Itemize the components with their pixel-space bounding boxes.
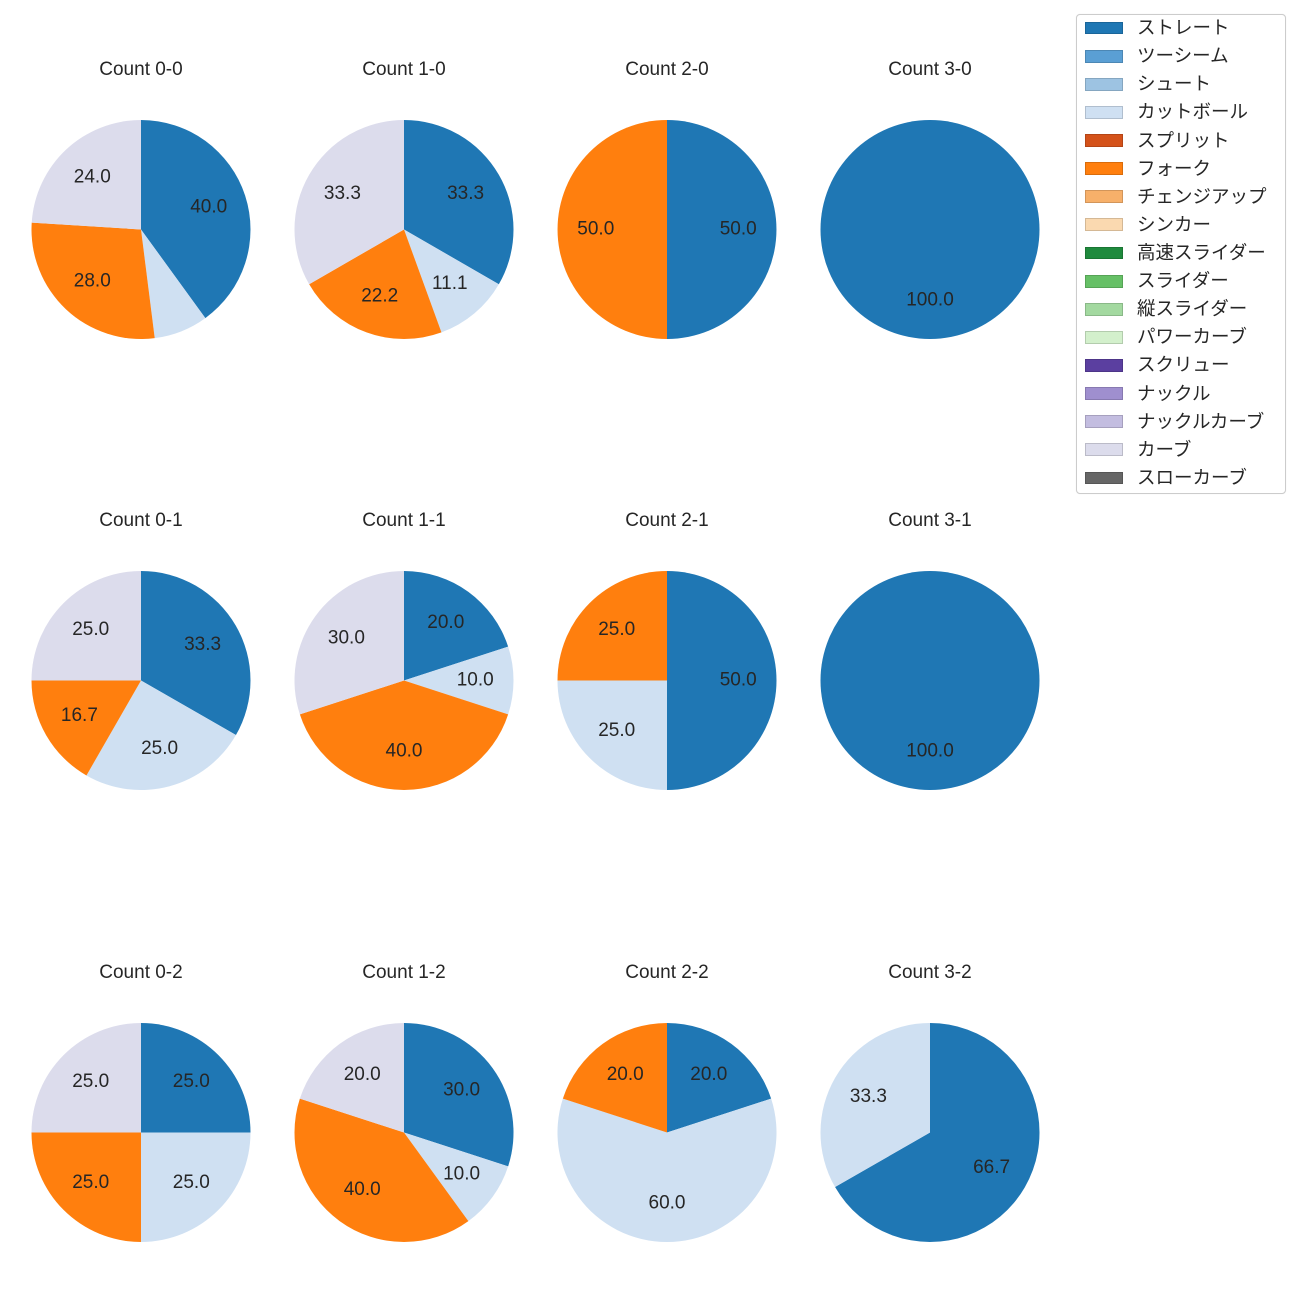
svg-text:20.0: 20.0 <box>690 1064 727 1085</box>
svg-text:25.0: 25.0 <box>598 720 635 741</box>
svg-text:Count 0-1: Count 0-1 <box>99 510 182 531</box>
svg-text:33.3: 33.3 <box>850 1086 887 1107</box>
svg-text:100.0: 100.0 <box>906 290 954 311</box>
svg-text:Count 1-2: Count 1-2 <box>362 962 445 983</box>
svg-text:25.0: 25.0 <box>72 1172 109 1193</box>
svg-text:Count 1-0: Count 1-0 <box>362 59 445 80</box>
svg-text:25.0: 25.0 <box>72 619 109 640</box>
svg-text:Count 0-0: Count 0-0 <box>99 59 182 80</box>
svg-text:Count 3-2: Count 3-2 <box>888 962 971 983</box>
svg-text:Count 2-1: Count 2-1 <box>625 510 708 531</box>
svg-text:30.0: 30.0 <box>328 628 365 649</box>
svg-text:20.0: 20.0 <box>344 1064 381 1085</box>
svg-text:50.0: 50.0 <box>720 670 757 691</box>
svg-text:22.2: 22.2 <box>361 285 398 306</box>
svg-text:Count 2-0: Count 2-0 <box>625 59 708 80</box>
svg-text:25.0: 25.0 <box>72 1071 109 1092</box>
svg-text:Count 3-0: Count 3-0 <box>888 59 971 80</box>
svg-text:40.0: 40.0 <box>386 741 423 762</box>
svg-text:40.0: 40.0 <box>190 197 227 218</box>
svg-text:40.0: 40.0 <box>344 1179 381 1200</box>
svg-text:33.3: 33.3 <box>184 634 221 655</box>
svg-text:16.7: 16.7 <box>61 705 98 726</box>
svg-text:50.0: 50.0 <box>577 219 614 240</box>
svg-text:Count 1-1: Count 1-1 <box>362 510 445 531</box>
svg-text:20.0: 20.0 <box>607 1064 644 1085</box>
svg-text:10.0: 10.0 <box>443 1163 480 1184</box>
svg-text:66.7: 66.7 <box>973 1157 1010 1178</box>
svg-text:24.0: 24.0 <box>74 167 111 188</box>
svg-text:33.3: 33.3 <box>447 183 484 204</box>
svg-text:25.0: 25.0 <box>173 1071 210 1092</box>
svg-text:25.0: 25.0 <box>141 738 178 759</box>
svg-text:Count 3-1: Count 3-1 <box>888 510 971 531</box>
svg-text:28.0: 28.0 <box>74 270 111 291</box>
svg-text:60.0: 60.0 <box>649 1193 686 1214</box>
svg-text:25.0: 25.0 <box>173 1172 210 1193</box>
svg-text:Count 2-2: Count 2-2 <box>625 962 708 983</box>
svg-text:10.0: 10.0 <box>457 670 494 691</box>
svg-text:30.0: 30.0 <box>443 1080 480 1101</box>
svg-text:50.0: 50.0 <box>720 219 757 240</box>
svg-text:11.1: 11.1 <box>432 273 468 294</box>
svg-text:33.3: 33.3 <box>324 183 361 204</box>
svg-text:Count 0-2: Count 0-2 <box>99 962 182 983</box>
svg-text:20.0: 20.0 <box>427 612 464 633</box>
svg-text:100.0: 100.0 <box>906 741 954 762</box>
svg-text:25.0: 25.0 <box>598 619 635 640</box>
